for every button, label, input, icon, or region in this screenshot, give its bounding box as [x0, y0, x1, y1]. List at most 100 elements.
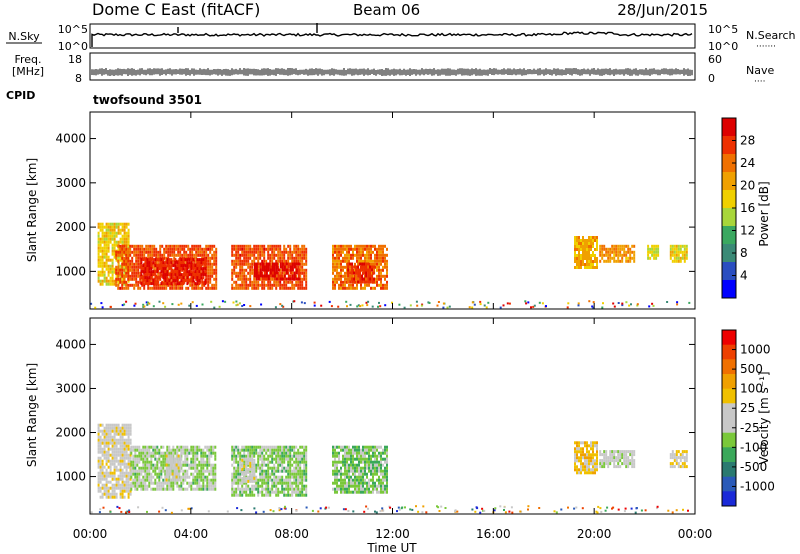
- velocity-echo-cell: [362, 445, 364, 449]
- power-echo-cell: [291, 250, 294, 254]
- velocity-echo-cell: [121, 432, 124, 436]
- power-speckle-cell: [274, 306, 277, 309]
- power-echo-cell: [145, 247, 148, 251]
- power-echo-cell: [127, 283, 130, 287]
- power-echo-cell: [340, 253, 342, 257]
- power-echo-cell: [257, 250, 260, 254]
- velocity-echo-cell: [166, 484, 169, 488]
- power-speckle-cell: [188, 304, 191, 307]
- velocity-echo-cell: [97, 471, 100, 475]
- velocity-echo-cell: [257, 481, 260, 485]
- power-echo-cell: [578, 239, 580, 242]
- power-echo-cell: [283, 280, 286, 284]
- velocity-echo-cell: [277, 490, 280, 494]
- power-echo-cell: [582, 260, 584, 263]
- power-echo-cell: [267, 256, 270, 260]
- velocity-speckle-cell: [375, 511, 378, 514]
- velocity-echo-cell: [303, 460, 306, 464]
- power-speckle-cell: [524, 300, 527, 303]
- power-echo-cell: [142, 279, 145, 283]
- velocity-echo-cell: [354, 448, 356, 452]
- velocity-echo-cell: [158, 478, 161, 482]
- velocity-echo-cell: [245, 467, 248, 471]
- power-echo-cell: [255, 265, 258, 269]
- velocity-echo-cell: [580, 465, 582, 469]
- velocity-echo-cell: [574, 462, 576, 466]
- velocity-echo-cell: [332, 448, 334, 452]
- power-echo-cell: [195, 286, 198, 290]
- power-echo-cell: [149, 244, 152, 248]
- velocity-echo-cell: [590, 459, 592, 463]
- power-echo-cell: [261, 277, 264, 281]
- velocity-echo-cell: [303, 457, 306, 461]
- velocity-echo-cell: [231, 463, 234, 467]
- velocity-echo-cell: [356, 484, 358, 488]
- power-echo-cell: [164, 279, 167, 283]
- velocity-echo-cell: [633, 459, 636, 463]
- power-echo-cell: [289, 280, 292, 284]
- power-echo-cell: [123, 252, 126, 256]
- velocity-echo-cell: [243, 473, 246, 477]
- power-echo-cell: [601, 244, 604, 248]
- velocity-echo-cell: [287, 481, 290, 485]
- power-echo-cell: [673, 244, 676, 248]
- velocity-echo-cell: [233, 490, 236, 494]
- velocity-echo-cell: [190, 460, 193, 464]
- power-echo-cell: [303, 268, 306, 272]
- power-echo-cell: [140, 276, 143, 280]
- power-echo-cell: [115, 222, 118, 226]
- velocity-speckle-cell: [240, 509, 243, 512]
- velocity-echo-cell: [97, 438, 100, 442]
- velocity-echo-cell: [253, 445, 256, 449]
- velocity-echo-cell: [231, 478, 234, 482]
- power-echo-cell: [160, 264, 163, 268]
- power-echo-cell: [103, 264, 106, 268]
- power-echo-cell: [627, 259, 630, 263]
- power-echo-cell: [681, 244, 684, 248]
- velocity-echo-cell: [303, 484, 306, 488]
- velocity-echo-cell: [580, 459, 582, 463]
- power-echo-cell: [283, 259, 286, 263]
- power-echo-cell: [97, 225, 100, 229]
- power-echo-cell: [123, 244, 126, 248]
- power-echo-cell: [584, 254, 586, 257]
- velocity-echo-cell: [109, 423, 112, 427]
- power-echo-cell: [109, 237, 112, 241]
- velocity-echo-cell: [200, 484, 203, 488]
- power-echo-cell: [97, 249, 100, 253]
- power-echo-cell: [358, 256, 360, 260]
- power-echo-cell: [277, 250, 280, 254]
- velocity-echo-cell: [148, 463, 151, 467]
- velocity-echo-cell: [271, 472, 274, 476]
- power-echo-cell: [111, 279, 114, 283]
- power-echo-cell: [113, 234, 116, 238]
- power-echo-cell: [123, 250, 126, 254]
- power-echo-cell: [183, 253, 186, 257]
- power-echo-cell: [299, 247, 302, 251]
- velocity-echo-cell: [273, 490, 276, 494]
- power-echo-cell: [259, 277, 262, 281]
- velocity-echo-cell: [115, 486, 118, 490]
- velocity-echo-cell: [332, 454, 334, 458]
- velocity-echo-cell: [584, 471, 586, 475]
- power-echo-cell: [166, 279, 169, 283]
- power-echo-cell: [213, 253, 216, 257]
- power-echo-cell: [129, 262, 132, 266]
- power-echo-cell: [113, 249, 116, 253]
- velocity-speckle-cell: [262, 510, 265, 513]
- power-echo-cell: [171, 286, 174, 290]
- velocity-echo-cell: [196, 481, 199, 485]
- power-echo-cell: [372, 259, 374, 263]
- velocity-echo-cell: [301, 490, 304, 494]
- velocity-speckle-cell: [137, 506, 140, 509]
- velocity-echo-cell: [115, 495, 118, 499]
- velocity-echo-cell: [267, 448, 270, 452]
- velocity-echo-cell: [241, 493, 244, 497]
- power-echo-cell: [207, 271, 210, 275]
- velocity-echo-cell: [303, 493, 306, 497]
- velocity-echo-cell: [119, 459, 122, 463]
- velocity-echo-cell: [374, 451, 376, 455]
- velocity-echo-cell: [103, 477, 106, 481]
- velocity-echo-cell: [132, 481, 135, 485]
